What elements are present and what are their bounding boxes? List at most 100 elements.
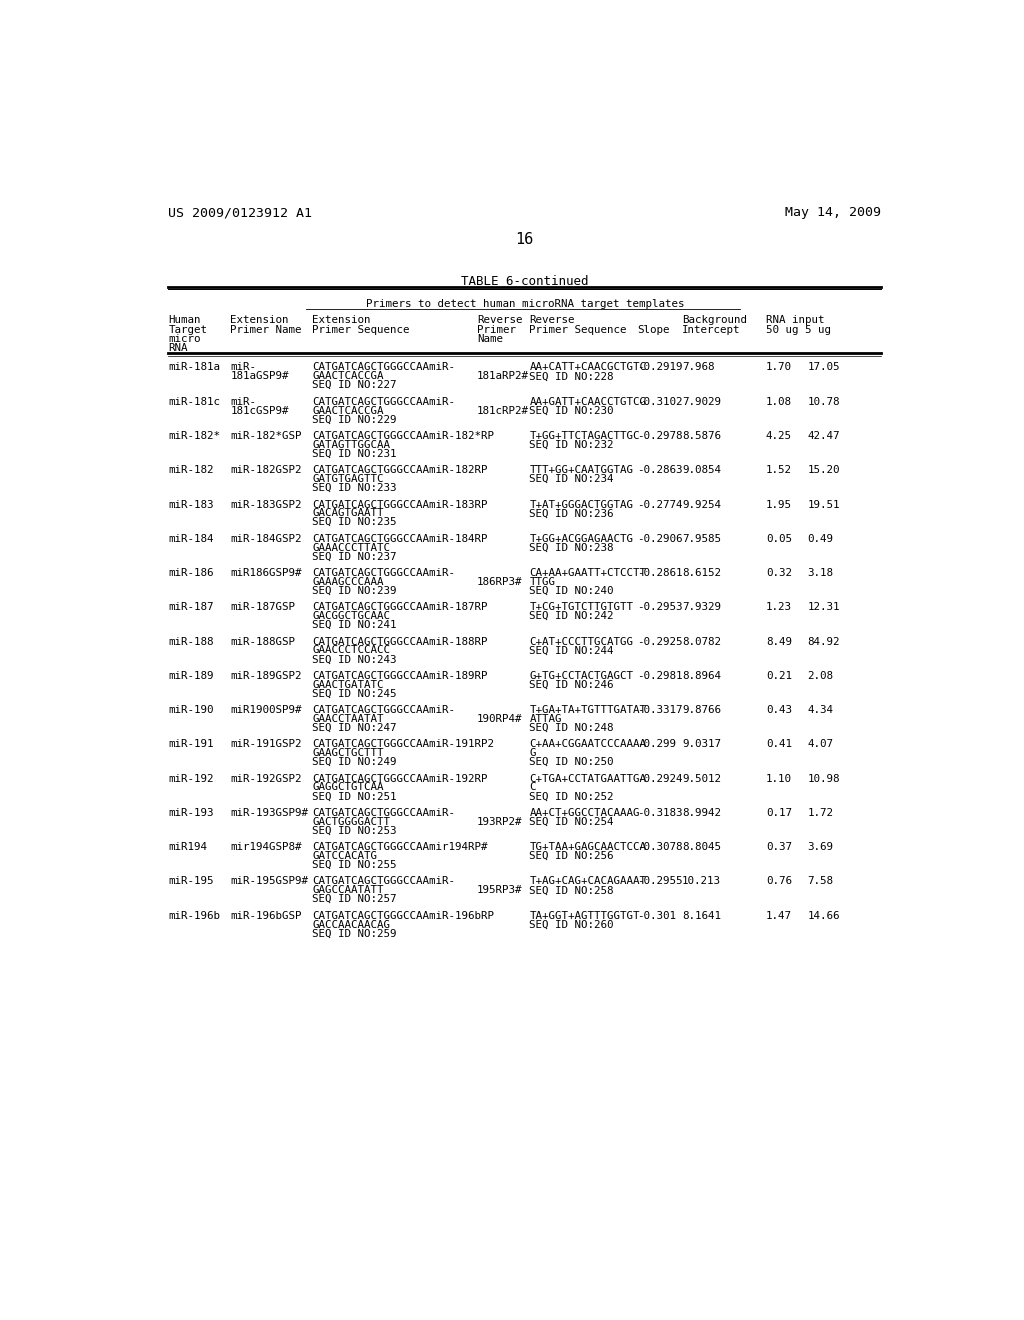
Text: Primer: Primer [477, 325, 516, 335]
Text: SEQ ID NO:236: SEQ ID NO:236 [529, 508, 614, 519]
Text: miR-195: miR-195 [168, 876, 214, 887]
Text: -0.2978: -0.2978 [637, 430, 683, 441]
Text: 3.18: 3.18 [808, 568, 834, 578]
Text: -0.2925: -0.2925 [637, 636, 683, 647]
Text: SEQ ID NO:258: SEQ ID NO:258 [529, 886, 614, 895]
Text: CATGATCAGCTGGGCCAAmiR-188RP: CATGATCAGCTGGGCCAAmiR-188RP [312, 636, 488, 647]
Text: 7.58: 7.58 [808, 876, 834, 887]
Text: 0.21: 0.21 [766, 671, 792, 681]
Text: -0.3078: -0.3078 [637, 842, 683, 853]
Text: miR-187GSP: miR-187GSP [230, 602, 295, 612]
Text: miR-193GSP9#: miR-193GSP9# [230, 808, 308, 818]
Text: Intercept: Intercept [682, 325, 740, 335]
Text: Primer Sequence: Primer Sequence [312, 325, 410, 335]
Text: miR-186: miR-186 [168, 568, 214, 578]
Text: mir194GSP8#: mir194GSP8# [230, 842, 302, 853]
Text: T+AG+CAG+CACAGAAAT: T+AG+CAG+CACAGAAAT [529, 876, 646, 887]
Text: miR-182*GSP: miR-182*GSP [230, 430, 302, 441]
Text: -0.3102: -0.3102 [637, 397, 683, 407]
Text: ATTAG: ATTAG [529, 714, 562, 723]
Text: Name: Name [477, 334, 503, 345]
Text: 10.98: 10.98 [808, 774, 840, 784]
Text: 1.72: 1.72 [808, 808, 834, 818]
Text: SEQ ID NO:254: SEQ ID NO:254 [529, 817, 614, 826]
Text: 0.49: 0.49 [808, 533, 834, 544]
Text: SEQ ID NO:248: SEQ ID NO:248 [529, 723, 614, 733]
Text: RNA: RNA [168, 343, 187, 354]
Text: 8.0782: 8.0782 [682, 636, 721, 647]
Text: May 14, 2009: May 14, 2009 [785, 206, 882, 219]
Text: Human: Human [168, 315, 201, 326]
Text: Reverse: Reverse [529, 315, 574, 326]
Text: SEQ ID NO:234: SEQ ID NO:234 [529, 474, 614, 484]
Text: 8.8964: 8.8964 [682, 671, 721, 681]
Text: Primer Name: Primer Name [230, 325, 302, 335]
Text: miR-: miR- [230, 363, 256, 372]
Text: T+GG+ACGGAGAACTG: T+GG+ACGGAGAACTG [529, 533, 634, 544]
Text: T+AT+GGGACTGGTAG: T+AT+GGGACTGGTAG [529, 499, 634, 510]
Text: 8.1641: 8.1641 [682, 911, 721, 920]
Text: CATGATCAGCTGGGCCAAmiR-191RP2: CATGATCAGCTGGGCCAAmiR-191RP2 [312, 739, 495, 750]
Text: miR-196b: miR-196b [168, 911, 220, 920]
Text: GATAGTTGGCAA: GATAGTTGGCAA [312, 440, 390, 450]
Text: GAACTGATATC: GAACTGATATC [312, 680, 384, 689]
Text: 181cGSP9#: 181cGSP9# [230, 405, 289, 416]
Text: C+TGA+CCTATGAATTGA: C+TGA+CCTATGAATTGA [529, 774, 646, 784]
Text: 8.5876: 8.5876 [682, 430, 721, 441]
Text: 186RP3#: 186RP3# [477, 577, 522, 587]
Text: 84.92: 84.92 [808, 636, 840, 647]
Text: 1.10: 1.10 [766, 774, 792, 784]
Text: GATCCACATG: GATCCACATG [312, 851, 378, 861]
Text: miR-182GSP2: miR-182GSP2 [230, 465, 302, 475]
Text: CATGATCAGCTGGGCCAAmiR-182*RP: CATGATCAGCTGGGCCAAmiR-182*RP [312, 430, 495, 441]
Text: 0.37: 0.37 [766, 842, 792, 853]
Text: Slope: Slope [637, 325, 670, 335]
Text: SEQ ID NO:249: SEQ ID NO:249 [312, 758, 397, 767]
Text: SEQ ID NO:228: SEQ ID NO:228 [529, 371, 614, 381]
Text: -0.2863: -0.2863 [637, 465, 683, 475]
Text: CATGATCAGCTGGGCCAAmiR-: CATGATCAGCTGGGCCAAmiR- [312, 808, 456, 818]
Text: 16: 16 [516, 231, 534, 247]
Text: 10.78: 10.78 [808, 397, 840, 407]
Text: SEQ ID NO:230: SEQ ID NO:230 [529, 405, 614, 416]
Text: 190RP4#: 190RP4# [477, 714, 522, 723]
Text: -0.299: -0.299 [637, 739, 676, 750]
Text: 7.9329: 7.9329 [682, 602, 721, 612]
Text: 9.8766: 9.8766 [682, 705, 721, 715]
Text: SEQ ID NO:231: SEQ ID NO:231 [312, 449, 397, 458]
Text: T+CG+TGTCTTGTGTT: T+CG+TGTCTTGTGTT [529, 602, 634, 612]
Text: miR-188GSP: miR-188GSP [230, 636, 295, 647]
Text: CATGATCAGCTGGGCCAAmiR-189RP: CATGATCAGCTGGGCCAAmiR-189RP [312, 671, 488, 681]
Text: SEQ ID NO:239: SEQ ID NO:239 [312, 586, 397, 595]
Text: -0.2953: -0.2953 [637, 602, 683, 612]
Text: -0.3317: -0.3317 [637, 705, 683, 715]
Text: C+AT+CCCTTGCATGG: C+AT+CCCTTGCATGG [529, 636, 634, 647]
Text: GACTGGGGACTT: GACTGGGGACTT [312, 817, 390, 826]
Text: TTGG: TTGG [529, 577, 555, 587]
Text: SEQ ID NO:233: SEQ ID NO:233 [312, 483, 397, 492]
Text: T+GG+TTCTAGACTTGC: T+GG+TTCTAGACTTGC [529, 430, 640, 441]
Text: 9.0854: 9.0854 [682, 465, 721, 475]
Text: miR-184GSP2: miR-184GSP2 [230, 533, 302, 544]
Text: 181aRP2#: 181aRP2# [477, 371, 528, 381]
Text: 42.47: 42.47 [808, 430, 840, 441]
Text: GACGGCTGCAAC: GACGGCTGCAAC [312, 611, 390, 622]
Text: 8.49: 8.49 [766, 636, 792, 647]
Text: Target: Target [168, 325, 207, 335]
Text: GAAACCCTTATC: GAAACCCTTATC [312, 543, 390, 553]
Text: TTT+GG+CAATGGTAG: TTT+GG+CAATGGTAG [529, 465, 634, 475]
Text: 195RP3#: 195RP3# [477, 886, 522, 895]
Text: SEQ ID NO:247: SEQ ID NO:247 [312, 723, 397, 733]
Text: miR-: miR- [230, 397, 256, 407]
Text: Reverse: Reverse [477, 315, 522, 326]
Text: AA+CT+GGCCTACAAAG: AA+CT+GGCCTACAAAG [529, 808, 640, 818]
Text: SEQ ID NO:251: SEQ ID NO:251 [312, 792, 397, 801]
Text: -0.2919: -0.2919 [637, 363, 683, 372]
Text: SEQ ID NO:240: SEQ ID NO:240 [529, 586, 614, 595]
Text: -0.2981: -0.2981 [637, 671, 683, 681]
Text: miR-196bGSP: miR-196bGSP [230, 911, 302, 920]
Text: RNA input: RNA input [766, 315, 824, 326]
Text: miR-189: miR-189 [168, 671, 214, 681]
Text: 4.34: 4.34 [808, 705, 834, 715]
Text: -0.2924: -0.2924 [637, 774, 683, 784]
